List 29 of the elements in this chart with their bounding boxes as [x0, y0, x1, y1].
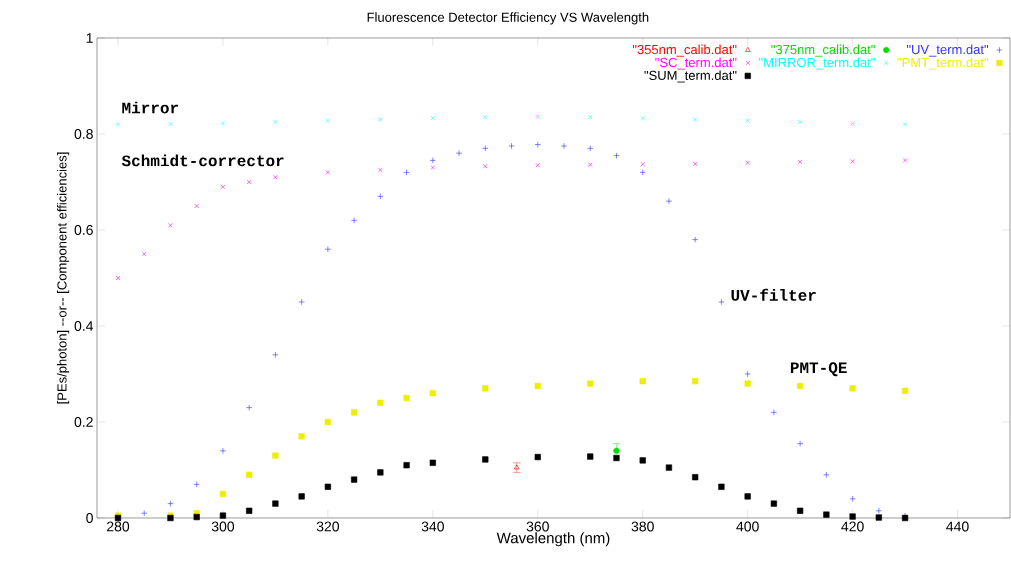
legend-label: "UV_term.dat" — [906, 44, 989, 57]
x-tick-label: 360 — [526, 521, 549, 532]
chart-title: Fluorescence Detector Efficiency VS Wavelength — [367, 12, 649, 25]
legend-label: "355nm_calib.dat" — [632, 44, 737, 57]
x-tick-label: 420 — [841, 521, 864, 532]
y-tick-label: 0 — [86, 513, 93, 523]
legend-label: "375nm_calib.dat" — [771, 44, 875, 57]
y-tick-label: 0.8 — [74, 129, 93, 139]
annotation: PMT-QE — [790, 362, 847, 377]
y-tick-label: 0.4 — [74, 321, 94, 331]
x-tick-label: 440 — [946, 521, 969, 532]
y-axis-title: [PEs/photon] --or-- [Component efficiencies] — [57, 152, 70, 404]
legend-label: "MIRROR_term.dat" — [759, 57, 875, 70]
legend-label: "PMT_term.dat" — [897, 57, 989, 70]
x-tick-label: 400 — [736, 521, 759, 532]
x-tick-label: 300 — [211, 521, 235, 532]
annotation: UV-filter — [731, 288, 816, 301]
x-tick-label: 320 — [316, 521, 340, 532]
x-axis-title: Wavelength (nm) — [496, 532, 610, 547]
y-tick-label: 1 — [86, 33, 93, 43]
y-tick-label: 0.2 — [74, 417, 93, 427]
annotation: Schmidt-corrector — [121, 154, 284, 167]
y-tick-label: 0.6 — [74, 225, 93, 235]
x-tick-label: 380 — [631, 521, 654, 532]
x-tick-label: 280 — [107, 521, 130, 532]
annotation: Mirror — [122, 101, 178, 114]
x-tick-label: 340 — [421, 521, 444, 532]
legend-label: "SC_term.dat" — [655, 57, 737, 70]
legend-label: "SUM_term.dat" — [644, 70, 737, 83]
